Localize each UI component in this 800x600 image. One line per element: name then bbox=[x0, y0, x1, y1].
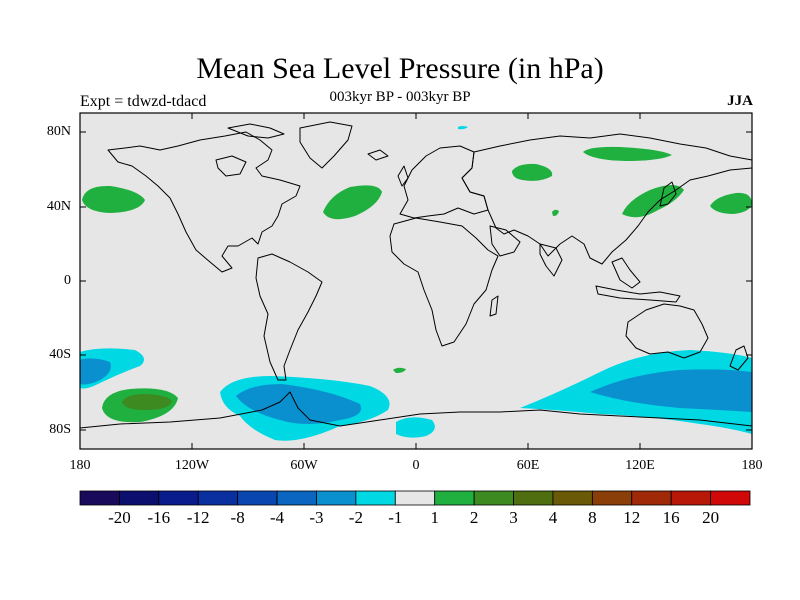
colorbar-label: 12 bbox=[623, 508, 641, 527]
coast-arabia bbox=[489, 225, 521, 257]
coast-africa bbox=[389, 217, 499, 347]
coast-south-america bbox=[255, 253, 323, 381]
colorbar-label: -2 bbox=[348, 508, 363, 527]
coast-north-america bbox=[107, 131, 301, 273]
colorbar-label: 1 bbox=[430, 508, 439, 527]
anomaly-southern-ocean-west-neg-core bbox=[236, 384, 362, 424]
colorbar-label: -12 bbox=[186, 508, 210, 527]
coast-asia bbox=[461, 133, 753, 265]
colorbar-swatch bbox=[316, 490, 357, 506]
anomaly-china-pos bbox=[552, 209, 559, 216]
colorbar-swatch bbox=[513, 490, 554, 506]
anomaly-south-pacific-pos-core bbox=[122, 394, 172, 410]
coast-arctic-islands bbox=[227, 123, 285, 139]
colorbar-swatch bbox=[710, 490, 751, 506]
map-panel bbox=[79, 112, 753, 450]
lon-label-180e: 180 bbox=[741, 458, 763, 473]
colorbar-label: 8 bbox=[588, 508, 597, 527]
anomaly-southern-ocean-east-neg-core bbox=[590, 369, 752, 412]
coast-uk bbox=[397, 165, 409, 187]
colorbar-label: -8 bbox=[230, 508, 245, 527]
lon-label-120e: 120E bbox=[625, 458, 655, 473]
colorbar-swatch bbox=[276, 490, 317, 506]
lon-label-120w: 120W bbox=[174, 458, 210, 473]
lat-label-80n: 80N bbox=[46, 124, 71, 139]
colorbar-label: 3 bbox=[509, 508, 518, 527]
colorbar-swatch bbox=[197, 490, 239, 506]
coast-hudson-bay bbox=[215, 155, 247, 177]
colorbar-label: 20 bbox=[702, 508, 720, 527]
colorbar-swatch bbox=[394, 490, 436, 506]
anomaly-arctic-pos bbox=[583, 146, 672, 161]
colorbar-swatch bbox=[591, 490, 633, 506]
colorbar-swatch bbox=[670, 490, 711, 506]
colorbar-swatch bbox=[158, 490, 199, 506]
colorbar-label: -3 bbox=[309, 508, 324, 527]
negative-anomaly-regions bbox=[80, 126, 752, 441]
colorbar-label: -1 bbox=[388, 508, 403, 527]
colorbar-swatch bbox=[434, 490, 475, 506]
anomaly-east-asia-pos bbox=[622, 185, 684, 218]
anomaly-nw-pacific-pos bbox=[710, 192, 752, 214]
lon-label-60w: 60W bbox=[290, 458, 318, 473]
anomaly-north-atlantic-pos bbox=[323, 185, 382, 220]
coast-japan bbox=[659, 181, 677, 207]
colorbar-swatch bbox=[631, 490, 672, 506]
positive-anomaly-regions bbox=[82, 146, 752, 423]
lon-label-0: 0 bbox=[412, 458, 420, 473]
lat-label-40n: 40N bbox=[46, 199, 71, 214]
colorbar-swatch bbox=[79, 490, 120, 506]
coast-southeast-asia bbox=[611, 257, 641, 289]
colorbar bbox=[79, 490, 751, 506]
colorbar-swatch bbox=[355, 490, 396, 506]
anomaly-south-atlantic-pos bbox=[393, 367, 406, 373]
chart-title: Mean Sea Level Pressure (in hPa) bbox=[196, 52, 604, 85]
lon-label-60e: 60E bbox=[516, 458, 540, 473]
season-label: JJA bbox=[727, 93, 753, 109]
coast-antarctica bbox=[79, 391, 753, 429]
axis-ticks bbox=[80, 113, 752, 449]
coast-indonesia bbox=[595, 285, 681, 303]
lat-label-0: 0 bbox=[64, 273, 71, 288]
colorbar-label: -16 bbox=[147, 508, 171, 527]
lon-label-180w: 180 bbox=[69, 458, 91, 473]
anomaly-north-pacific-pos bbox=[82, 185, 145, 213]
colorbar-label: 16 bbox=[662, 508, 680, 527]
colorbar-label: -4 bbox=[269, 508, 285, 527]
colorbar-label: -20 bbox=[108, 508, 131, 527]
experiment-label: Expt = tdwzd-tdacd bbox=[80, 93, 207, 110]
coast-madagascar bbox=[489, 295, 499, 317]
lat-label-80s: 80S bbox=[49, 422, 71, 437]
anomaly-siberia-pos bbox=[512, 163, 553, 181]
anomaly-south-pacific-neg-core bbox=[80, 358, 111, 385]
colorbar-label: 2 bbox=[469, 508, 479, 527]
colorbar-swatch bbox=[473, 490, 514, 506]
colorbar-swatch bbox=[552, 490, 593, 506]
coast-india bbox=[539, 243, 563, 277]
coastlines bbox=[79, 121, 753, 429]
anomaly-arctic-neg bbox=[458, 126, 468, 130]
coast-greenland bbox=[299, 121, 353, 169]
coast-iceland bbox=[367, 149, 389, 161]
colorbar-swatch bbox=[119, 490, 160, 506]
lat-label-40s: 40S bbox=[49, 347, 71, 362]
colorbar-swatch bbox=[237, 490, 278, 506]
colorbar-label: 4 bbox=[548, 508, 558, 527]
anomaly-antarctic-neg bbox=[396, 417, 435, 438]
coast-australia bbox=[625, 303, 709, 359]
chart-subtitle: 003kyr BP - 003kyr BP bbox=[329, 89, 471, 105]
coast-new-zealand bbox=[729, 345, 749, 371]
